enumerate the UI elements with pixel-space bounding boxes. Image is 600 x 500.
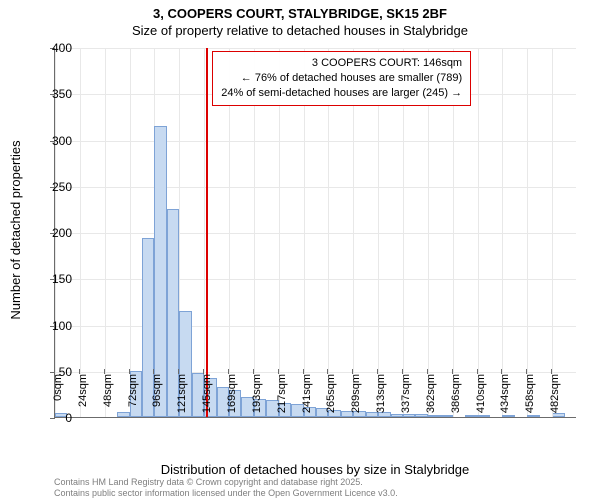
histogram-bar	[552, 413, 564, 417]
annotation-box: 3 COOPERS COURT: 146sqm← 76% of detached…	[212, 51, 471, 106]
xtick-label: 386sqm	[450, 374, 462, 413]
plot-area: 3 COOPERS COURT: 146sqm← 76% of detached…	[54, 48, 576, 418]
histogram-bar	[403, 414, 415, 417]
xtick-label: 145sqm	[201, 374, 213, 413]
footer-attribution: Contains HM Land Registry data © Crown c…	[54, 477, 398, 498]
annotation-line: 3 COOPERS COURT: 146sqm	[221, 56, 462, 71]
xtick-label: 458sqm	[524, 374, 536, 413]
ytick-label: 250	[32, 180, 72, 194]
gridline	[55, 233, 576, 234]
histogram-bar	[527, 415, 539, 417]
xtick-label: 96sqm	[151, 374, 163, 407]
gridline	[55, 326, 576, 327]
gridline	[105, 48, 106, 417]
xtick-label: 434sqm	[499, 374, 511, 413]
histogram-bar	[502, 415, 514, 417]
reference-line	[206, 48, 208, 417]
xtick-label: 362sqm	[425, 374, 437, 413]
annotation-line: ← 76% of detached houses are smaller (78…	[221, 71, 462, 86]
ytick-label: 350	[32, 87, 72, 101]
ytick-label: 150	[32, 272, 72, 286]
histogram-bar	[391, 414, 403, 417]
xtick-label: 24sqm	[77, 374, 89, 407]
histogram-bar	[428, 415, 440, 417]
y-axis-label: Number of detached properties	[8, 140, 23, 319]
xtick-label: 72sqm	[127, 374, 139, 407]
xtick-label: 482sqm	[549, 374, 561, 413]
xtick-label: 0sqm	[52, 374, 64, 401]
histogram-bar	[465, 415, 477, 417]
histogram-bar	[478, 415, 490, 417]
footer-line: Contains public sector information licen…	[54, 488, 398, 498]
page-title: 3, COOPERS COURT, STALYBRIDGE, SK15 2BF	[0, 0, 600, 21]
ytick-label: 200	[32, 226, 72, 240]
gridline	[502, 48, 503, 417]
gridline	[478, 48, 479, 417]
histogram-bar	[117, 412, 129, 417]
histogram-bar	[415, 414, 427, 417]
chart: 3 COOPERS COURT: 146sqm← 76% of detached…	[54, 48, 576, 418]
xtick-label: 241sqm	[301, 374, 313, 413]
xtick-label: 265sqm	[325, 374, 337, 413]
xtick-label: 48sqm	[102, 374, 114, 407]
annotation-line: 24% of semi-detached houses are larger (…	[221, 86, 462, 101]
xtick-label: 289sqm	[350, 374, 362, 413]
ytick-label: 400	[32, 41, 72, 55]
gridline	[130, 48, 131, 417]
x-axis-label: Distribution of detached houses by size …	[54, 462, 576, 477]
ytick-label: 300	[32, 134, 72, 148]
ytick-label: 100	[32, 319, 72, 333]
gridline	[55, 187, 576, 188]
xtick-label: 410sqm	[475, 374, 487, 413]
gridline	[55, 141, 576, 142]
gridline	[55, 279, 576, 280]
histogram-bar	[440, 415, 452, 417]
xtick-label: 193sqm	[251, 374, 263, 413]
gridline	[204, 48, 205, 417]
xtick-label: 313sqm	[375, 374, 387, 413]
gridline	[80, 48, 81, 417]
footer-line: Contains HM Land Registry data © Crown c…	[54, 477, 398, 487]
xtick-label: 217sqm	[276, 374, 288, 413]
gridline	[527, 48, 528, 417]
xtick-label: 337sqm	[400, 374, 412, 413]
gridline	[55, 48, 576, 49]
page-subtitle: Size of property relative to detached ho…	[0, 21, 600, 38]
xtick-label: 169sqm	[226, 374, 238, 413]
xtick-label: 121sqm	[176, 374, 188, 413]
ytick-label: 0	[32, 411, 72, 425]
